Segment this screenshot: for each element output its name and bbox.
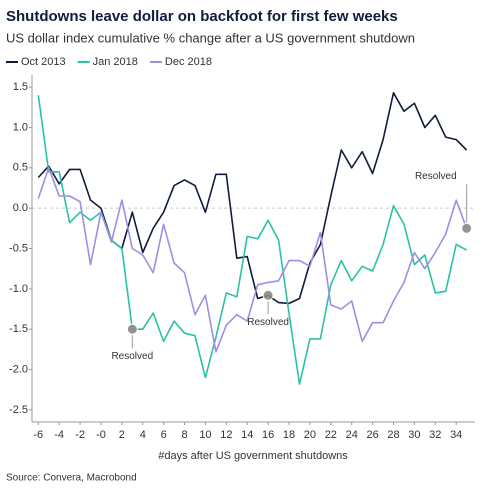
x-tick-label: 4 [140, 429, 146, 441]
source: Source: Convera, Macrobond [6, 473, 137, 484]
x-tick-label: 26 [366, 429, 378, 441]
chart-subtitle: US dollar index cumulative % change afte… [6, 30, 415, 45]
series-line [37, 167, 468, 353]
x-tick-label: -6 [33, 429, 43, 441]
legend-label: Dec 2018 [165, 56, 212, 68]
y-tick-label: 0.0 [13, 202, 28, 214]
y-tick-label: 0.5 [13, 162, 28, 174]
x-tick-label: 14 [241, 429, 253, 441]
annotation-marker [126, 323, 138, 335]
series-line [37, 92, 468, 305]
series-line [37, 95, 467, 385]
y-tick-label: -2.5 [9, 404, 28, 416]
x-tick-label: 6 [161, 429, 167, 441]
x-tick-label: 24 [346, 429, 358, 441]
x-tick-label: 10 [199, 429, 211, 441]
annotation-marker [461, 222, 473, 234]
x-tick-label: 8 [181, 429, 187, 441]
legend-label: Oct 2013 [21, 56, 66, 68]
chart-title: Shutdowns leave dollar on backfoot for f… [6, 8, 398, 25]
x-tick-label: 28 [387, 429, 399, 441]
legend-label: Jan 2018 [93, 56, 138, 68]
y-tick-label: 1.0 [13, 121, 28, 133]
y-tick-label: -2.0 [9, 363, 28, 375]
annotation-marker [262, 289, 274, 301]
x-tick-label: 12 [220, 429, 232, 441]
annotation-label: Resolved [415, 171, 457, 182]
annotation-label: Resolved [111, 351, 153, 362]
x-tick-label: -0 [96, 429, 106, 441]
x-tick-label: -2 [75, 429, 85, 441]
x-tick-label: 30 [408, 429, 420, 441]
y-tick-label: -0.5 [9, 242, 28, 254]
x-axis-label: #days after US government shutdowns [158, 450, 348, 462]
x-tick-label: -4 [54, 429, 64, 441]
x-tick-label: 18 [283, 429, 295, 441]
x-tick-label: 20 [304, 429, 316, 441]
x-tick-label: 2 [119, 429, 125, 441]
y-tick-label: -1.0 [9, 283, 28, 295]
x-tick-label: 16 [262, 429, 274, 441]
x-tick-label: 32 [429, 429, 441, 441]
y-tick-label: -1.5 [9, 323, 28, 335]
y-tick-label: 1.5 [13, 81, 28, 93]
x-tick-label: 22 [325, 429, 337, 441]
annotation-label: Resolved [247, 317, 289, 328]
x-tick-label: 34 [450, 429, 462, 441]
